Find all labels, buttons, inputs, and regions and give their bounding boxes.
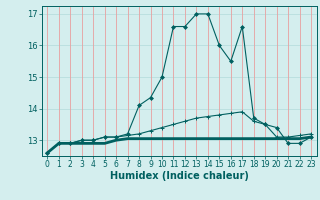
X-axis label: Humidex (Indice chaleur): Humidex (Indice chaleur)	[110, 171, 249, 181]
